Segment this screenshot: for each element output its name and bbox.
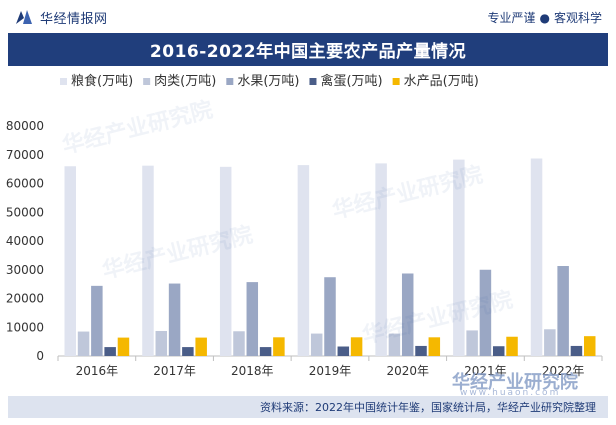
brand: 华经情报网 [14,7,108,27]
bar [273,337,285,356]
watermark-url: www.huaon.com [460,388,561,398]
y-tick-label: 0 [36,349,44,363]
legend-label: 肉类(万吨) [154,74,216,89]
tagline: 专业严谨 ● 客观科学 [487,9,602,26]
bar [401,273,414,356]
brand-logo-icon [16,10,32,24]
legend-swatch [143,78,151,85]
bar [557,266,569,356]
y-tick-label: 50000 [6,205,44,219]
legend-label: 水产品(万吨) [404,74,479,89]
bar [64,166,77,356]
legend-label: 粮食(万吨) [71,73,133,89]
y-tick-label: 10000 [6,320,44,334]
bar [583,336,596,356]
bar [259,347,272,356]
bar [570,345,583,356]
bar [233,331,245,356]
bar [453,159,465,356]
watermark-brand: 华经产业研究院 [452,372,578,393]
bar [530,158,543,356]
bar [492,346,505,356]
x-tick-label: 2022年 [542,364,585,378]
bar [337,346,350,356]
source-bar: 资料来源：2022年中国统计年鉴，国家统计局，华经产业研究院整理 [8,396,608,418]
tagline-dot-icon: ● [539,11,550,25]
bar [142,165,154,356]
legend-swatch [392,78,400,85]
bar [219,166,232,356]
bar [310,333,323,356]
y-tick-label: 80000 [6,119,44,133]
title-bar: 2016-2022年中国主要农产品产量情况 [8,33,608,66]
y-tick-label: 60000 [6,177,44,191]
chart-title: 2016-2022年中国主要农产品产量情况 [149,42,467,62]
bar [117,337,130,356]
top-bar: 华经情报网 专业严谨 ● 客观科学 [0,0,616,32]
bar [168,283,181,356]
y-tick-label: 30000 [6,263,44,277]
bar [479,269,492,356]
bar [506,336,518,356]
bar [350,337,363,356]
bar [246,282,259,356]
bar-chart: 粮食(万吨) 肉类(万吨) 水果(万吨) 禽蛋(万吨) 水产品(万吨) 0 10000 200… [6,73,603,378]
source-note: 资料来源：2022年中国统计年鉴，国家统计局，华经产业研究院整理 [260,401,596,414]
bar [182,347,194,356]
bar [388,333,401,356]
x-tick-label: 2020年 [386,364,429,378]
x-tick-label: 2016年 [76,364,119,378]
legend-swatch [226,78,234,85]
bar [324,277,336,356]
bar [415,345,427,356]
legend-swatch [309,78,317,85]
bar [466,330,478,356]
bar [155,330,168,356]
bar [91,285,103,356]
y-tick-label: 40000 [6,234,44,248]
x-tick-label: 2021年 [464,364,507,378]
x-tick-label: 2017年 [153,364,196,378]
tagline-right: 客观科学 [553,11,602,25]
bar [104,347,116,356]
y-tick-label: 70000 [6,148,44,162]
bar [544,329,556,356]
x-tick-label: 2018年 [231,364,274,378]
legend-swatch [60,78,67,85]
bar [77,331,90,356]
legend-label: 水果(万吨) [237,74,299,89]
brand-name: 华经情报网 [40,11,108,27]
bar [297,165,310,356]
x-tick-label: 2019年 [309,364,352,378]
bar [428,337,441,356]
legend-label: 禽蛋(万吨) [320,73,382,89]
y-tick-label: 20000 [6,292,44,306]
bar [375,163,387,356]
tagline-left: 专业严谨 [487,11,536,25]
bar [195,337,207,356]
